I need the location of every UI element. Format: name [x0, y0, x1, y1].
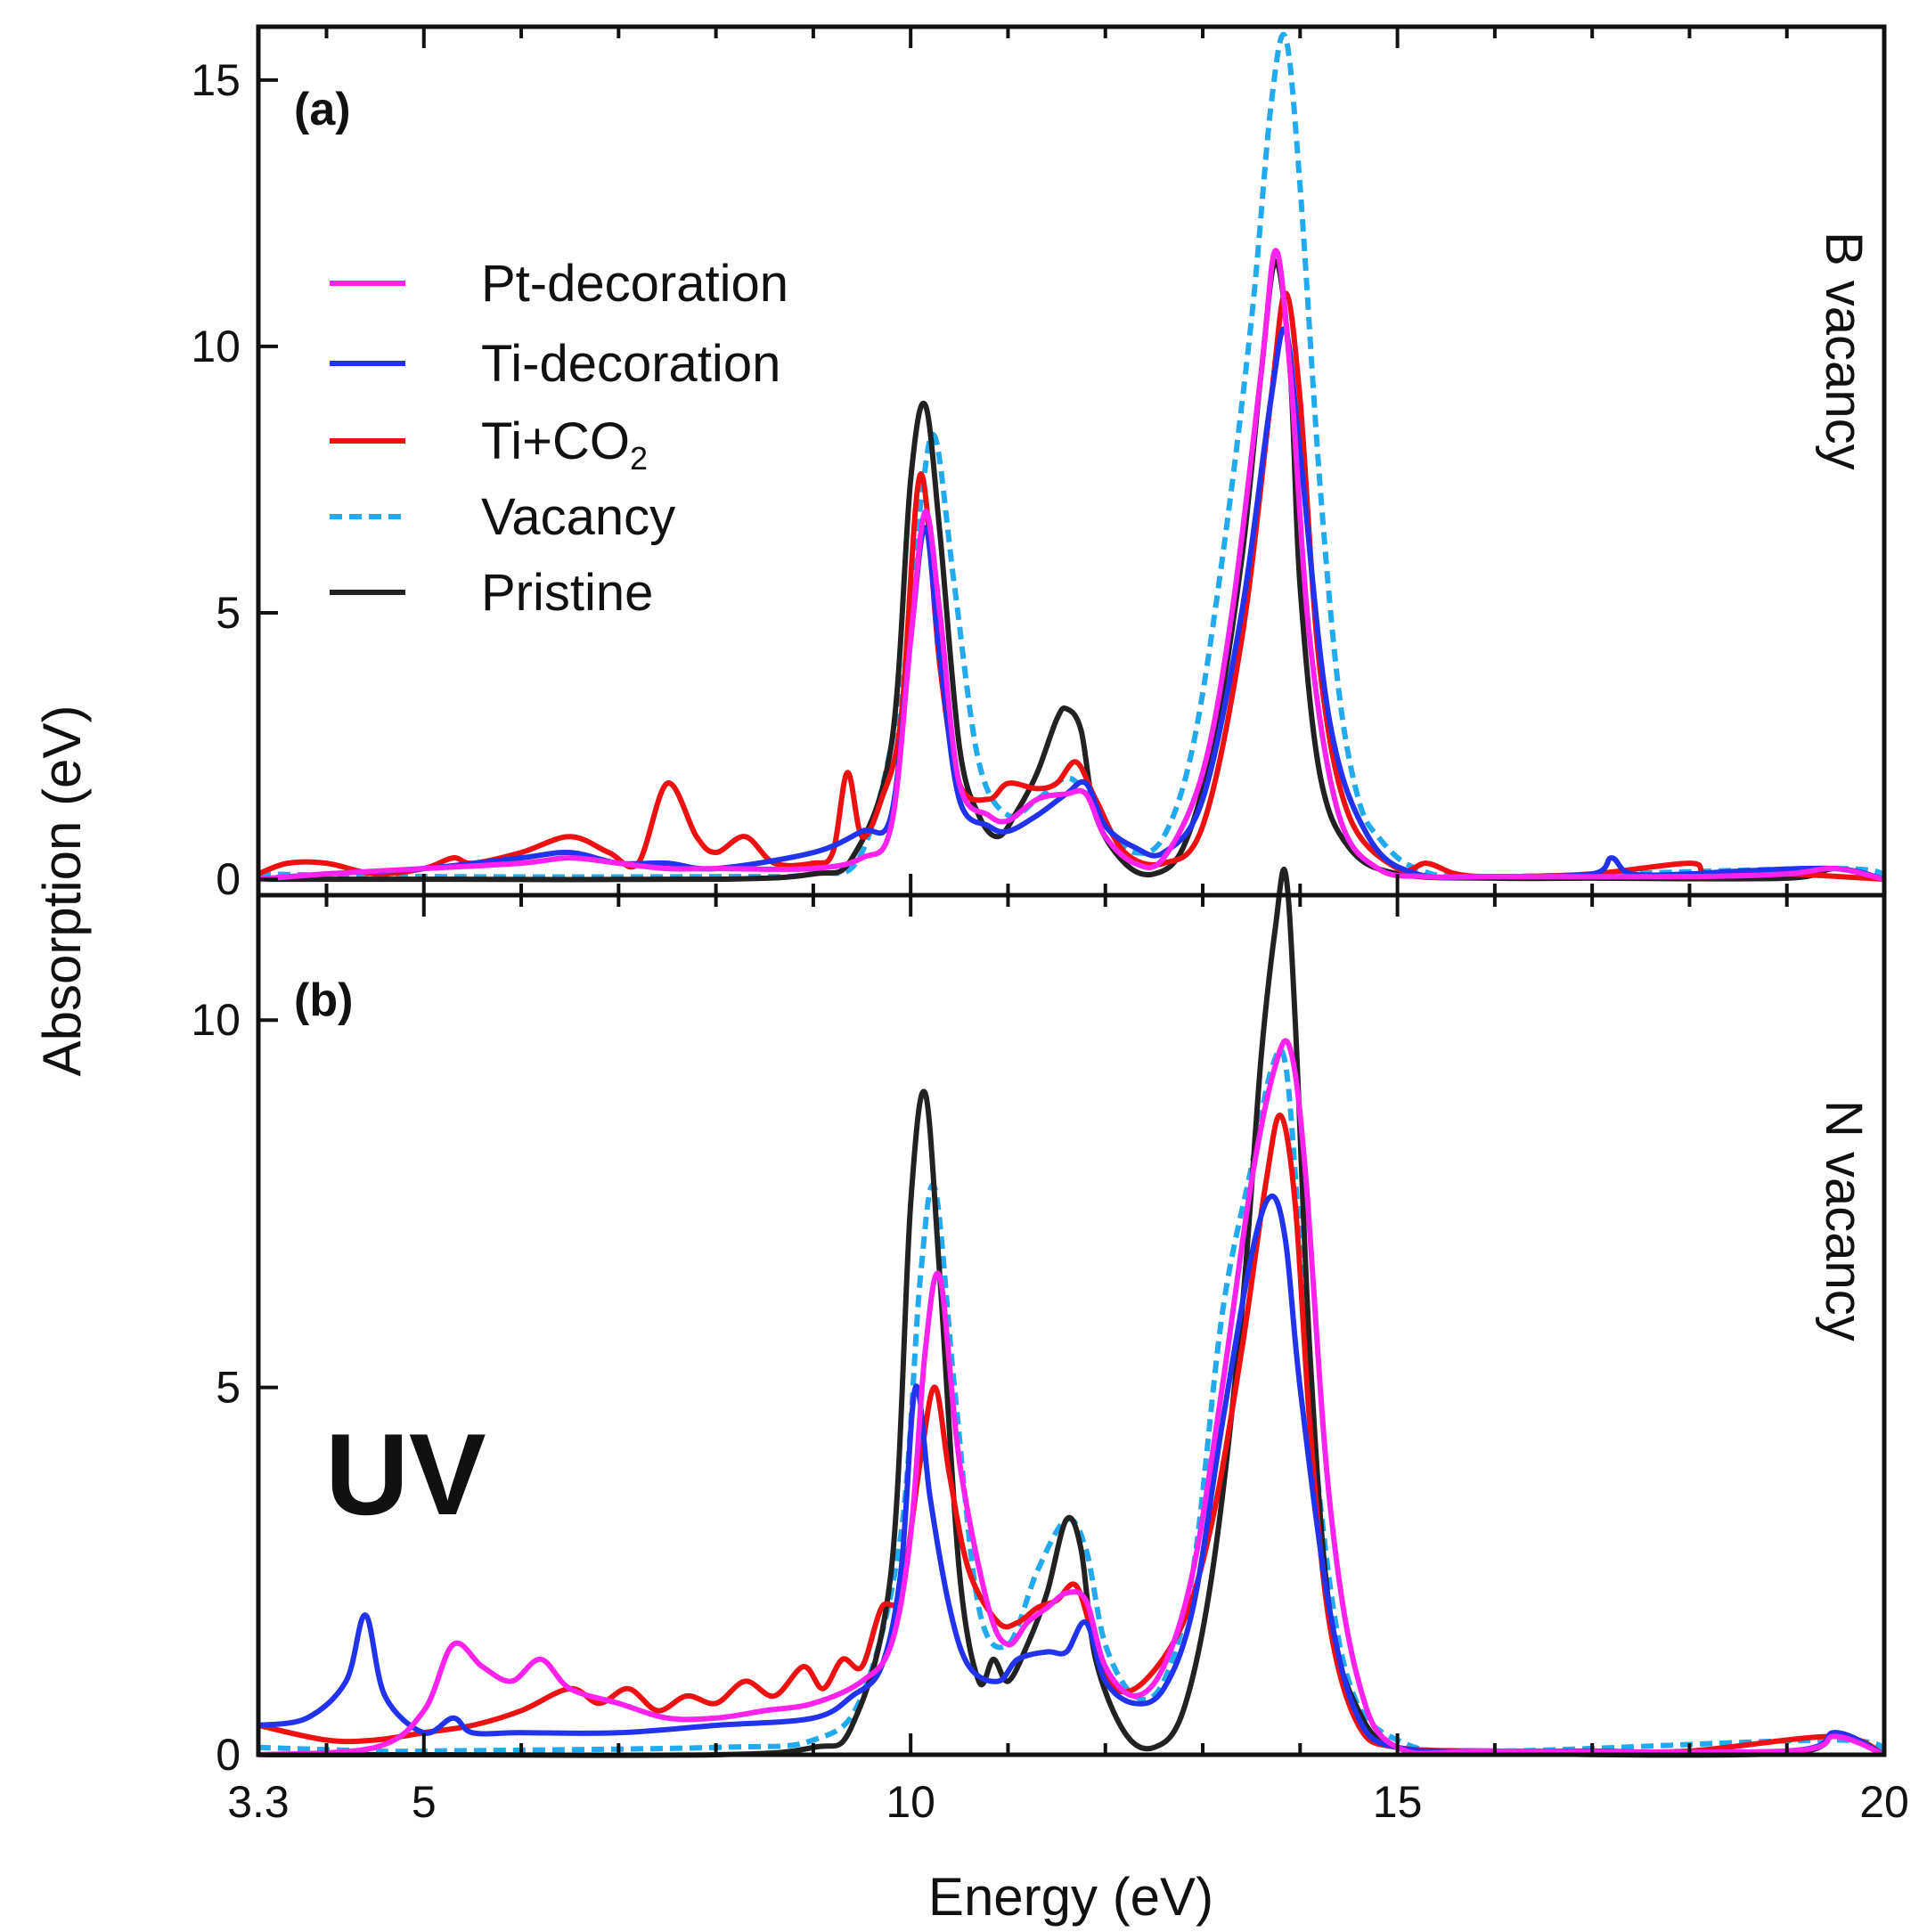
legend-label-vacancy: Vacancy [481, 488, 675, 546]
x-axis-title: Energy (eV) [928, 1867, 1213, 1927]
x-tick-label: 5 [412, 1777, 437, 1827]
x-tick-label: 3.3 [227, 1777, 290, 1827]
legend-label-pristine: Pristine [481, 564, 653, 622]
panel-a-y-tick-label: 5 [216, 588, 241, 638]
uv-annotation: UV [325, 1409, 486, 1539]
legend-label-pt-decoration: Pt-decoration [481, 255, 788, 313]
panel-b-y-tick-label: 5 [216, 1363, 241, 1413]
panel-a-y-tick-label: 10 [191, 322, 241, 371]
legend-label-ti-co2: Ti+CO2 [481, 412, 648, 477]
panel-b-series-ptdec [257, 1038, 1886, 1757]
panel-b-y-tick-label: 0 [216, 1730, 241, 1780]
panel-a-side-label: B vacancy [1815, 232, 1873, 470]
panel-a-series-vacancy [257, 32, 1886, 883]
axis-ticks: 0 5 10 15 0 5 10 3.3 5 10 15 20 [191, 27, 1909, 1827]
panel-b-series-pristine [258, 867, 1886, 1758]
panel-b-plot [257, 867, 1886, 1758]
panel-a-label: (a) [294, 84, 351, 135]
x-tick-label: 20 [1859, 1777, 1909, 1827]
x-tick-label: 15 [1373, 1777, 1423, 1827]
legend-label-ti-decoration: Ti-decoration [481, 335, 780, 393]
panel-a-plot [257, 32, 1886, 883]
panel-b-y-tick-label: 10 [191, 995, 241, 1045]
panel-a-y-tick-label: 0 [216, 854, 241, 904]
panel-a-series-ptdec [257, 248, 1885, 883]
y-axis-title: Absorption (eV) [32, 705, 92, 1077]
panel-a-y-tick-label: 15 [191, 55, 241, 105]
panel-b-label: (b) [294, 974, 353, 1026]
legend: Pt-decoration Ti-decoration Ti+CO2 Vacan… [330, 255, 788, 622]
panel-b-series-tico2 [257, 1113, 1886, 1757]
panel-b-side-label: N vacancy [1815, 1100, 1873, 1341]
panel-b-series-tidec [257, 1194, 1886, 1757]
x-tick-label: 10 [886, 1777, 935, 1827]
